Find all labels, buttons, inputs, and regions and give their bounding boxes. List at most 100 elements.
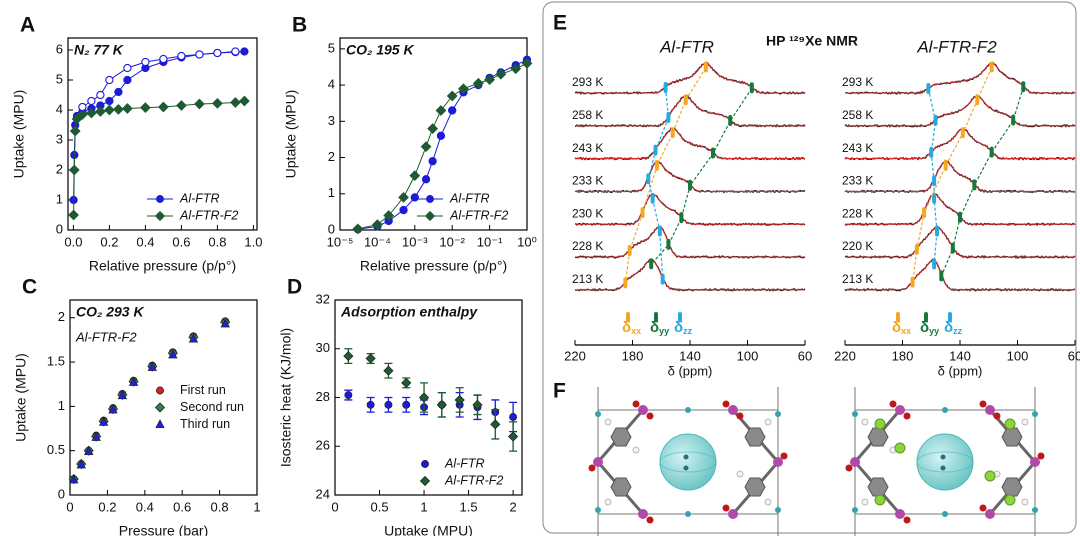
y-tick-label: 0 — [328, 221, 335, 236]
data-point — [383, 365, 394, 376]
data-point — [427, 123, 439, 134]
x-tick-label: 0.5 — [370, 499, 388, 514]
data-point — [78, 102, 87, 112]
panel-letter: C — [22, 276, 37, 299]
data-point — [76, 459, 86, 469]
x-tick-label: 0.2 — [100, 234, 118, 249]
data-point — [91, 432, 101, 441]
data-point — [344, 391, 353, 400]
panel-letter: E — [553, 12, 567, 35]
data-point — [194, 98, 205, 110]
spectrum — [844, 61, 1076, 95]
fluorine-atoms — [874, 418, 1016, 506]
x-tick-label: 1 — [420, 499, 427, 514]
spectrum-fit — [575, 226, 805, 258]
data-point — [98, 416, 109, 426]
data-point — [495, 68, 507, 80]
data-point — [231, 47, 240, 56]
x-tick-label: 1.0 — [244, 234, 262, 249]
tensor-label: δzz — [674, 319, 693, 336]
data-point — [401, 377, 412, 388]
x-tick-label: 10⁻¹ — [477, 234, 503, 249]
temperature-label: 243 K — [842, 141, 873, 155]
x-tick-label: 100 — [1007, 348, 1029, 363]
x-tick-label: 2 — [509, 499, 516, 514]
tensor-marker — [663, 81, 668, 93]
spectrum-fit — [845, 128, 1075, 160]
y-tick-label: 1.5 — [47, 353, 65, 368]
y-tick-label: 2 — [56, 161, 63, 176]
data-point — [123, 63, 132, 73]
chart-subtitle: Al-FTR-F2 — [75, 329, 137, 344]
data-point — [384, 400, 393, 409]
y-tick-label: 3 — [328, 113, 335, 128]
temperature-label: 243 K — [572, 141, 603, 155]
x-tick-label: 140 — [949, 348, 971, 363]
x-axis-label: Pressure (bar) — [119, 523, 208, 536]
data-point — [147, 362, 157, 371]
tensor-marker — [649, 258, 654, 270]
x-tick-label: 180 — [892, 348, 914, 363]
data-point — [95, 106, 106, 117]
data-point — [188, 333, 199, 343]
data-point — [435, 105, 447, 116]
data-point — [108, 404, 118, 414]
legend-label: Al-FTR — [444, 456, 485, 470]
y-tick-label: 4 — [328, 77, 335, 92]
data-point — [484, 74, 495, 86]
x-tick-label: 220 — [564, 348, 586, 363]
series-line — [357, 62, 528, 230]
temperature-label: 258 K — [572, 108, 603, 122]
temperature-label: 220 K — [842, 239, 873, 253]
data-point — [446, 90, 458, 102]
legend-marker — [156, 195, 164, 203]
tensor-marker — [666, 238, 671, 250]
temperature-label: 293 K — [842, 75, 873, 89]
tensor-trend — [927, 88, 938, 265]
legend-label: Al-FTR — [179, 191, 220, 205]
x-tick-label: 10⁻² — [439, 234, 465, 249]
data-point — [458, 83, 469, 95]
tensor-trend — [624, 67, 707, 284]
data-point — [343, 350, 354, 362]
legend-label: Al-FTR-F2 — [179, 208, 238, 222]
spectrum-fit — [845, 62, 1075, 94]
tensor-trend — [911, 67, 993, 283]
label-key — [948, 312, 952, 322]
tensor-label: δyy — [650, 319, 669, 336]
tensor-label: δzz — [944, 319, 963, 336]
y-tick-label: 5 — [328, 40, 335, 55]
y-tick-label: 4 — [56, 101, 63, 116]
temperature-label: 233 K — [842, 174, 873, 188]
panel-frame — [542, 1, 1077, 534]
data-point — [68, 209, 79, 221]
tensor-label: δyy — [920, 319, 939, 336]
tensor-symbol: δ — [622, 319, 631, 336]
tensor-subscript: zz — [683, 326, 693, 336]
plot-frame — [67, 37, 258, 231]
x-tick-label: 0.8 — [211, 499, 229, 514]
legend-marker — [421, 460, 429, 468]
label-key — [924, 312, 928, 322]
y-axis-label: Isosteric heat (KJ/mol) — [278, 328, 294, 467]
legend-label: First run — [180, 383, 226, 397]
spectrum — [574, 61, 806, 96]
spectrum-fit — [845, 160, 1075, 192]
spectrum-fit — [575, 95, 805, 127]
y-axis-label: Uptake (MPU) — [283, 90, 299, 179]
spectrum-title: Al-FTR-F2 — [916, 37, 997, 56]
tensor-subscript: yy — [659, 326, 669, 336]
data-point — [398, 192, 409, 203]
tensor-marker — [989, 61, 994, 73]
y-tick-label: 1 — [58, 398, 65, 413]
x-tick-label: 0.2 — [98, 499, 116, 514]
framework-al-ftr — [587, 385, 789, 536]
legend-label: Al-FTR-F2 — [449, 208, 508, 222]
y-tick-label: 3 — [56, 131, 63, 146]
data-point — [399, 205, 408, 215]
data-point — [454, 394, 465, 406]
x-tick-label: 60 — [798, 348, 812, 363]
spectrum — [574, 193, 806, 227]
plot-frame — [69, 299, 258, 496]
y-tick-label: 30 — [316, 340, 330, 355]
